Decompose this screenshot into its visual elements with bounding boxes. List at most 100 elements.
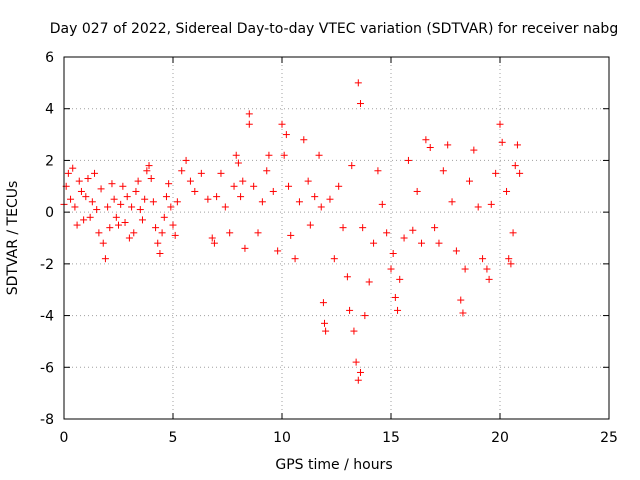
data-point	[88, 198, 96, 206]
data-point	[112, 213, 120, 221]
data-point	[143, 167, 151, 175]
data-point	[138, 216, 146, 224]
data-point	[413, 187, 421, 195]
data-point	[361, 312, 369, 320]
x-tick-label: 10	[273, 430, 291, 446]
data-point	[350, 327, 358, 335]
data-point	[321, 319, 329, 327]
data-point	[444, 141, 452, 149]
data-point	[237, 193, 245, 201]
data-point	[374, 167, 382, 175]
data-point	[394, 306, 402, 314]
data-point	[136, 206, 144, 214]
x-tick-label: 0	[60, 430, 69, 446]
data-point	[352, 358, 360, 366]
data-point	[217, 169, 225, 177]
data-point	[245, 120, 253, 128]
data-point	[396, 275, 404, 283]
data-point	[459, 309, 467, 317]
x-tick-label: 15	[382, 430, 400, 446]
data-point	[348, 162, 356, 170]
data-point	[208, 234, 216, 242]
data-point	[115, 221, 122, 229]
data-point	[422, 136, 430, 144]
data-point	[435, 239, 443, 247]
data-point	[487, 200, 495, 208]
data-point	[245, 110, 253, 118]
data-point	[378, 200, 386, 208]
data-point	[418, 239, 426, 247]
data-point	[317, 203, 325, 211]
data-point	[162, 193, 170, 201]
data-point	[511, 162, 519, 170]
data-point	[365, 278, 373, 286]
data-point	[383, 229, 391, 237]
data-point	[343, 273, 351, 281]
data-point	[474, 203, 482, 211]
data-point	[282, 131, 290, 139]
data-point	[322, 327, 330, 335]
data-point	[165, 180, 173, 188]
data-point	[274, 247, 282, 255]
data-point	[315, 151, 323, 159]
data-point	[160, 213, 168, 221]
data-point	[483, 265, 491, 273]
data-point	[234, 159, 242, 167]
grid	[64, 57, 609, 419]
data-point	[154, 239, 162, 247]
y-tick-label: -8	[40, 412, 54, 428]
data-point	[97, 185, 105, 193]
data-point	[86, 213, 94, 221]
data-point	[306, 221, 314, 229]
data-point	[409, 226, 417, 234]
data-point	[335, 182, 343, 190]
data-point	[123, 193, 131, 201]
data-point	[304, 177, 312, 185]
data-point	[263, 167, 271, 175]
data-point	[130, 229, 138, 237]
data-point	[230, 182, 238, 190]
data-point	[287, 231, 295, 239]
data-point	[339, 224, 347, 232]
data-point	[121, 218, 129, 226]
x-tick-label: 25	[600, 430, 618, 446]
data-point	[186, 177, 194, 185]
data-point	[204, 195, 212, 203]
data-point	[278, 120, 286, 128]
data-point	[101, 255, 109, 263]
data-point	[239, 177, 247, 185]
data-point	[169, 221, 177, 229]
data-point	[498, 138, 506, 146]
data-point	[326, 195, 334, 203]
data-point	[311, 193, 319, 201]
data-point	[470, 146, 478, 154]
data-point	[496, 120, 504, 128]
data-point	[507, 260, 515, 268]
data-point	[516, 169, 524, 177]
data-point	[93, 206, 101, 214]
data-point	[426, 144, 434, 151]
y-tick-label: 0	[45, 205, 54, 221]
data-point	[400, 234, 408, 242]
data-point	[448, 198, 456, 206]
data-point	[80, 216, 88, 224]
data-point	[145, 162, 153, 170]
data-point	[64, 169, 72, 177]
data-point	[108, 180, 116, 188]
data-point	[104, 203, 112, 211]
data-point	[82, 193, 90, 201]
data-point	[370, 239, 378, 247]
data-point	[479, 255, 487, 263]
data-point	[241, 244, 249, 252]
data-point	[191, 187, 199, 195]
data-point	[457, 296, 465, 304]
y-tick-label: -2	[40, 257, 54, 273]
data-point	[319, 299, 327, 307]
data-point	[387, 265, 395, 273]
axis-ticks: 0 5 10 15 20 25 -8 -6 -4 -2 0 2 4 6	[40, 50, 618, 446]
data-point	[354, 376, 362, 384]
data-point	[95, 229, 103, 237]
data-point	[156, 250, 164, 258]
y-axis-label: SDTVAR / TECUs	[5, 181, 21, 296]
data-point	[182, 156, 190, 164]
